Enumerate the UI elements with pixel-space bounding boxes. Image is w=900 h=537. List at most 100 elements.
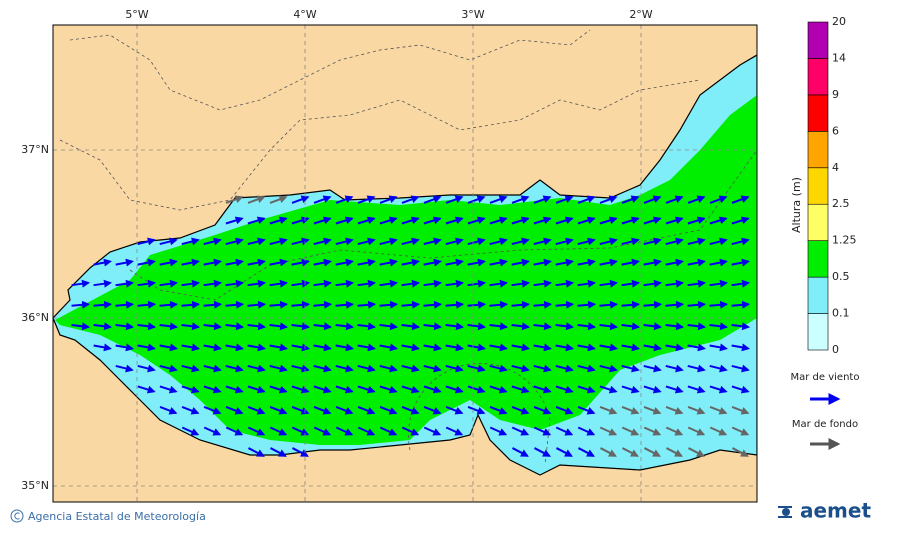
wave-arrow [248,447,265,457]
wave-arrow [181,385,200,394]
wave-arrow [401,364,420,373]
wave-arrow [709,195,728,204]
wave-arrow [445,343,464,352]
wave-arrow [643,279,663,288]
wave-arrow [401,385,420,394]
wave-arrow [269,300,289,309]
colorbar-label: 4 [832,161,839,174]
wave-arrow [600,447,617,457]
wave-arrow [357,406,376,415]
wave-arrow [511,216,530,225]
wave-arrow [445,364,464,373]
credit: Agencia Estatal de Meteorología [28,510,206,523]
wave-arrow [467,343,486,352]
wave-arrow [489,406,508,415]
wave-arrow [379,258,398,267]
wave-arrow [555,216,574,225]
wave-arrow [335,322,355,331]
wave-arrow [379,279,399,288]
wave-arrow [555,258,574,267]
wave-arrow [247,426,266,436]
wave-arrow [599,258,618,267]
wave-arrow [555,195,574,204]
wave-arrow [577,364,596,373]
wave-arrow [599,406,618,415]
wave-arrow [599,364,618,373]
wave-arrow [577,279,597,288]
wave-arrow [203,364,222,373]
colorbar-label: 6 [832,124,839,137]
wave-arrow [379,406,398,415]
wave-arrow [709,364,728,373]
wave-arrow [731,406,750,415]
wave-arrow [555,406,574,415]
wave-arrow [225,385,244,394]
wave-arrow [71,300,91,309]
wave-arrow [379,343,398,352]
wave-arrow [203,385,222,394]
wave-arrow [313,426,332,436]
lon-labels: 5°W 4°W 3°W 2°W [125,8,652,21]
wave-arrow [291,258,310,267]
lat-label: 36°N [21,311,49,324]
wave-arrow [687,237,706,246]
wave-arrow [423,426,442,436]
wave-arrow [401,195,420,204]
wave-arrow [511,237,530,246]
wave-arrow [467,237,486,246]
wave-arrow [533,237,552,246]
wave-arrow [467,322,487,331]
wave-arrow [357,364,376,373]
wave-arrow [578,447,595,457]
wave-arrow [533,385,552,394]
wave-arrow [137,258,156,267]
wave-arrow [621,406,640,415]
wave-arrow [555,237,574,246]
wave-arrow [313,385,332,394]
wave-arrow [115,364,134,373]
wave-arrow [159,279,179,288]
wave-arrow [555,300,575,309]
wave-arrow [687,385,706,394]
wave-arrow [489,279,509,288]
wave-arrow [137,385,156,394]
wave-arrow [687,195,706,204]
wave-arrow [621,237,640,246]
wave-arrow [137,237,156,246]
wave-arrow [643,195,662,204]
wave-arrow [357,322,377,331]
wave-arrow [467,364,486,373]
wave-arrow [423,237,442,246]
wave-arrow [643,343,662,352]
wave-arrow [643,385,662,394]
wave-arrow [709,406,728,415]
wave-arrow [247,216,266,225]
wave-arrow [401,300,421,309]
wave-arrow [643,426,662,436]
wave-arrow [688,447,705,457]
lon-label: 2°W [629,8,652,21]
wave-arrow [423,279,443,288]
wave-arrow [247,322,267,331]
wave-arrow [292,447,309,457]
wave-arrow [225,406,244,415]
wave-arrow [203,322,223,331]
wave-arrow [577,258,596,267]
wave-arrow [335,300,355,309]
wave-arrow [270,447,287,457]
wave-arrow [335,237,354,246]
wave-arrow [313,195,332,204]
wave-arrow [687,322,707,331]
wave-arrow [489,258,508,267]
wave-arrow [357,300,377,309]
wave-arrow [467,258,486,267]
wave-arrow [511,426,530,436]
colorbar: 0 0.1 0.5 1.25 2.5 4 6 9 14 20 [807,15,857,356]
wave-arrow [423,300,443,309]
wave-arrow [181,237,200,246]
wave-arrow [357,426,376,436]
wave-arrow [687,343,706,352]
wave-arrow [731,300,751,309]
colorbar-title: Altura (m) [790,177,803,233]
wave-arrow [225,195,244,204]
